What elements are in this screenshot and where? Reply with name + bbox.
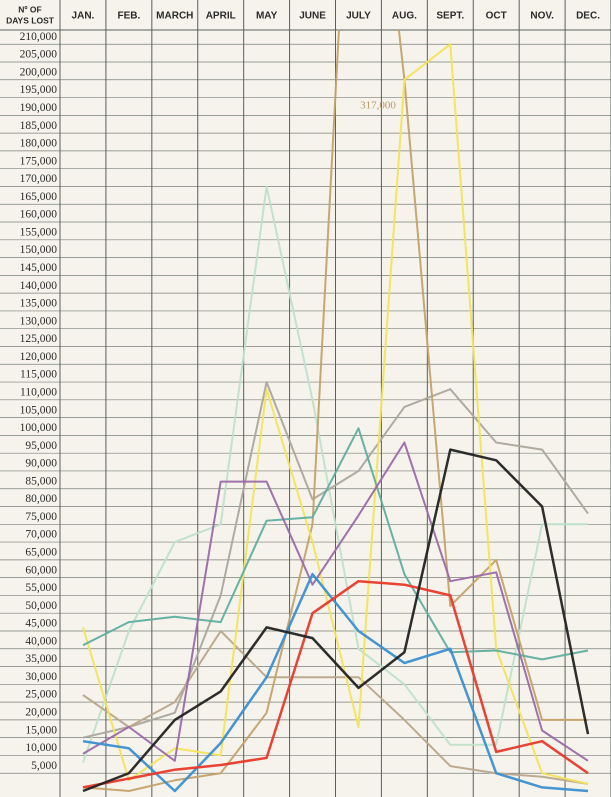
y-tick-label: 95,000	[25, 440, 57, 452]
y-label: Nº OF	[18, 4, 41, 14]
y-tick-label: 40,000	[25, 635, 57, 647]
y-tick-label: 200,000	[20, 66, 58, 78]
series-line	[82, 30, 588, 792]
y-tick-label: 155,000	[20, 226, 58, 238]
series-line	[82, 572, 589, 793]
y-tick-label: 60,000	[25, 564, 57, 576]
y-tick-label: 70,000	[25, 529, 57, 541]
y-tick-label: 185,000	[20, 120, 58, 132]
x-tick-label: JULY	[346, 11, 371, 22]
y-tick-label: 170,000	[20, 173, 58, 185]
y-tick-label: 45,000	[25, 618, 57, 630]
series-line	[82, 427, 589, 661]
x-tick-label: FEB.	[117, 11, 140, 22]
y-tick-label: 90,000	[25, 458, 57, 470]
y-tick-label: 195,000	[20, 84, 58, 96]
plot-area	[82, 30, 590, 793]
y-tick-label: 50,000	[25, 600, 57, 612]
x-tick-label: DEC.	[576, 11, 600, 22]
y-tick-label: 175,000	[20, 155, 58, 167]
series-line	[82, 630, 589, 785]
y-tick-label: 180,000	[20, 138, 58, 150]
series-line	[82, 381, 589, 739]
y-tick-label: 85,000	[25, 475, 57, 487]
y-tick-label: 140,000	[20, 280, 58, 292]
y-tick-label: 20,000	[25, 707, 57, 719]
y-tick-label: 145,000	[20, 262, 58, 274]
y-tick-label: 30,000	[25, 671, 57, 683]
x-tick-label: JAN.	[72, 11, 95, 22]
y-tick-label: 135,000	[20, 298, 58, 310]
y-tick-label: 80,000	[25, 493, 57, 505]
series-line	[82, 43, 589, 785]
y-tick-label: 165,000	[20, 191, 58, 203]
y-tick-label: 125,000	[20, 333, 58, 345]
y-tick-label: 205,000	[20, 49, 58, 61]
y-tick-label: 160,000	[20, 209, 58, 221]
y-tick-label: 35,000	[25, 653, 57, 665]
y-tick-label: 105,000	[20, 404, 58, 416]
y-tick-label: 5,000	[31, 760, 57, 772]
y-tick-label: 55,000	[25, 582, 57, 594]
y-tick-label: 120,000	[20, 351, 58, 363]
series-line	[82, 185, 588, 763]
y-tick-label: 115,000	[20, 369, 57, 381]
y-tick-label: 65,000	[25, 546, 57, 558]
y-label: DAYS LOST	[6, 15, 55, 25]
y-tick-label: 130,000	[20, 315, 58, 327]
x-tick-label: JUNE	[299, 11, 326, 22]
x-tick-label: SEPT.	[436, 11, 464, 22]
x-tick-label: APRIL	[206, 11, 236, 22]
y-tick-label: 110,000	[20, 386, 57, 398]
y-tick-label: 25,000	[25, 689, 57, 701]
series-line	[82, 579, 589, 789]
y-tick-label: 75,000	[25, 511, 57, 523]
x-tick-label: MARCH	[156, 11, 193, 22]
y-tick-label: 150,000	[20, 244, 58, 256]
series-line	[82, 448, 590, 793]
y-tick-label: 190,000	[20, 102, 58, 114]
series-line	[82, 441, 589, 762]
x-tick-label: OCT	[486, 11, 507, 22]
y-tick-label: 210,000	[20, 31, 58, 43]
y-tick-label: 15,000	[25, 724, 57, 736]
y-tick-label: 10,000	[25, 742, 57, 754]
x-tick-label: AUG.	[392, 11, 417, 22]
x-tick-label: MAY	[256, 11, 278, 22]
y-tick-label: 100,000	[20, 422, 58, 434]
x-tick-label: NOV.	[530, 11, 554, 22]
annotation: 317,000	[360, 100, 396, 112]
